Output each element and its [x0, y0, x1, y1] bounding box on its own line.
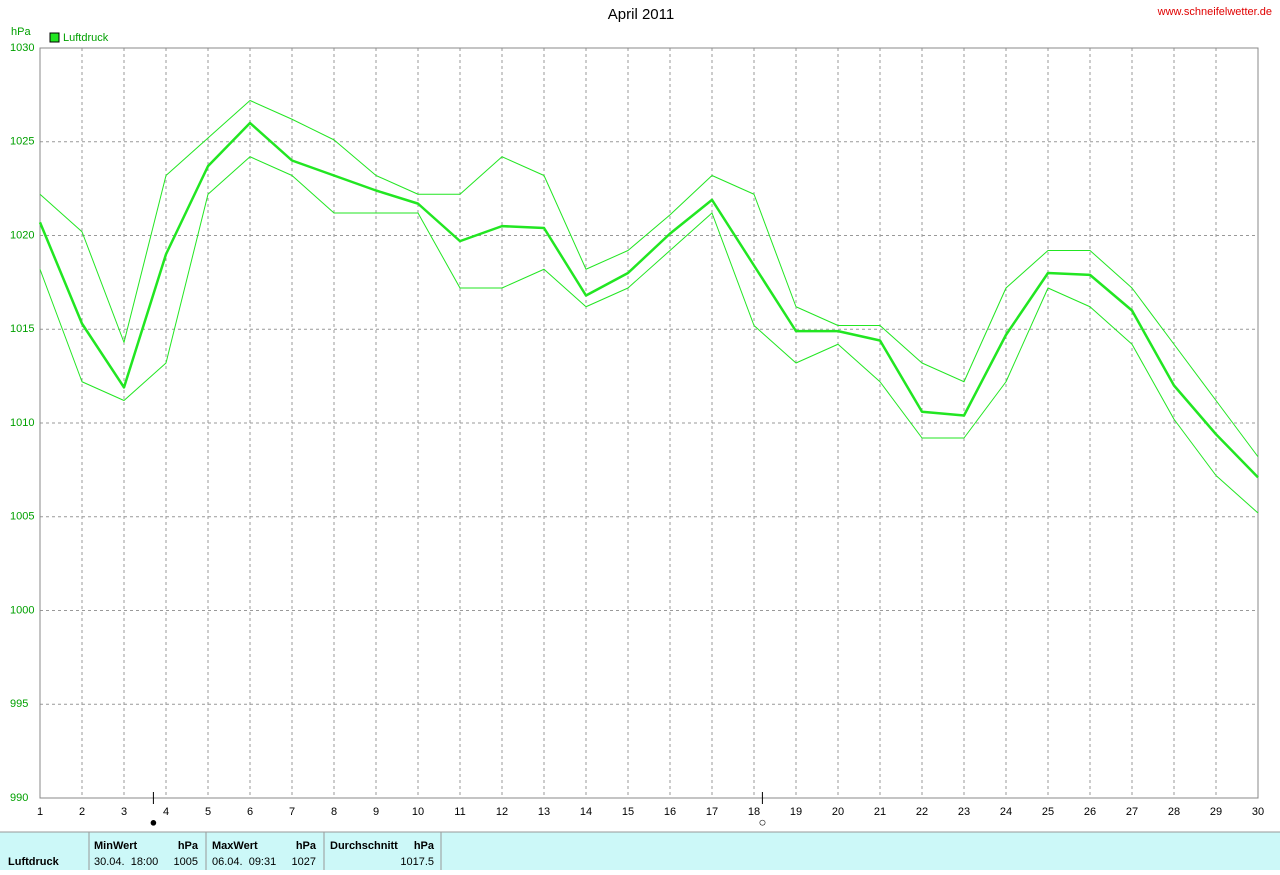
col-header: MaxWert	[212, 840, 258, 852]
y-tick-label: 1005	[10, 511, 34, 523]
col-header: Durchschnitt	[330, 840, 398, 852]
x-tick-label: 14	[580, 806, 592, 818]
x-tick-label: 21	[874, 806, 886, 818]
legend-label: Luftdruck	[63, 32, 109, 44]
col-unit: hPa	[178, 840, 199, 852]
x-tick-label: 13	[538, 806, 550, 818]
plot	[38, 100, 1259, 514]
y-tick-label: 1030	[10, 42, 34, 54]
col-value: 1005	[174, 856, 198, 868]
row-label: Luftdruck	[8, 856, 60, 868]
col-time: 30.04. 18:00	[94, 856, 158, 868]
watermark: www.schneifelwetter.de	[1157, 6, 1272, 18]
x-tick-label: 8	[331, 806, 337, 818]
x-tick-label: 5	[205, 806, 211, 818]
x-tick-label: 23	[958, 806, 970, 818]
x-tick-label: 1	[37, 806, 43, 818]
x-tick-label: 15	[622, 806, 634, 818]
series-line	[38, 121, 1259, 479]
x-tick-label: 3	[121, 806, 127, 818]
y-tick-label: 995	[10, 698, 28, 710]
x-tick-label: 16	[664, 806, 676, 818]
x-tick-label: 11	[454, 806, 465, 818]
col-value: 1027	[292, 856, 316, 868]
col-unit: hPa	[414, 840, 435, 852]
y-unit: hPa	[11, 26, 31, 38]
x-tick-label: 9	[373, 806, 379, 818]
x-tick-label: 7	[289, 806, 295, 818]
y-tick-label: 990	[10, 792, 28, 804]
chart-title: April 2011	[608, 6, 674, 23]
col-time: 06.04. 09:31	[212, 856, 276, 868]
moon-symbol: ●	[149, 814, 157, 829]
x-tick-label: 18	[748, 806, 760, 818]
plot-frame	[39, 47, 1259, 799]
col-value: 1017.5	[400, 856, 434, 868]
x-tick-label: 12	[496, 806, 508, 818]
col-header: MinWert	[94, 840, 138, 852]
x-tick-label: 2	[79, 806, 85, 818]
series-line	[39, 100, 1259, 458]
col-unit: hPa	[296, 840, 317, 852]
moon-symbol: ○	[758, 814, 766, 829]
table-bg	[0, 832, 1280, 870]
x-tick-label: 28	[1168, 806, 1180, 818]
x-tick-label: 25	[1042, 806, 1054, 818]
y-tick-label: 1010	[10, 417, 34, 429]
stats-table: Luftdruck MinWert hPa 30.04. 18:00 1005 …	[0, 831, 1280, 870]
x-tick-label: 29	[1210, 806, 1222, 818]
x-tick-label: 26	[1084, 806, 1096, 818]
x-tick-label: 10	[412, 806, 424, 818]
x-tick-label: 17	[706, 806, 718, 818]
x-tick-label: 20	[832, 806, 844, 818]
y-tick-label: 1020	[10, 229, 34, 241]
y-tick-label: 1015	[10, 323, 34, 335]
series-line	[39, 156, 1259, 514]
y-tick-label: 1000	[10, 604, 34, 616]
grid	[39, 47, 1259, 799]
x-tick-label: 4	[163, 806, 169, 818]
x-tick-label: 27	[1126, 806, 1138, 818]
x-tick-label: 6	[247, 806, 253, 818]
x-tick-label: 24	[1000, 806, 1012, 818]
y-tick-label: 1025	[10, 136, 34, 148]
x-tick-label: 19	[790, 806, 802, 818]
legend-swatch	[49, 32, 60, 43]
x-tick-label: 30	[1252, 806, 1264, 818]
x-tick-label: 22	[916, 806, 928, 818]
